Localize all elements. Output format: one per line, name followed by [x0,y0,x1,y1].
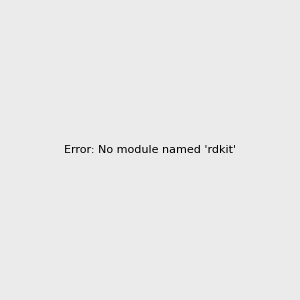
Text: Error: No module named 'rdkit': Error: No module named 'rdkit' [64,145,236,155]
